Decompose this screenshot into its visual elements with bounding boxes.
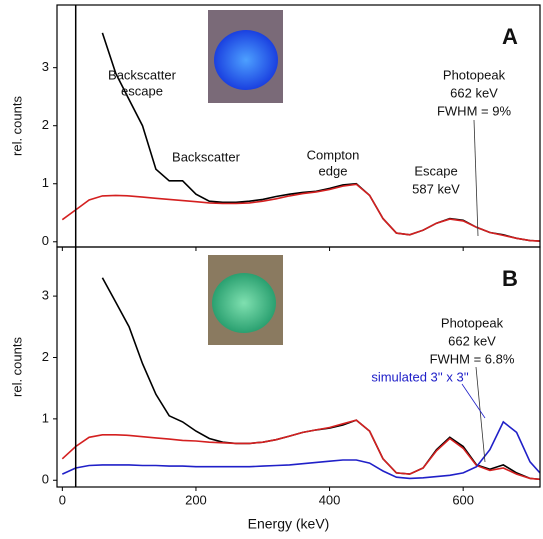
panel-label: A	[502, 24, 518, 49]
spectrum-line	[61, 183, 540, 242]
y-tick-label: 0	[42, 472, 49, 487]
y-tick-label: 2	[42, 117, 49, 132]
x-tick-label: 200	[185, 492, 207, 507]
annotation: simulated 3'' x 3''	[371, 369, 468, 384]
plot-frame	[56, 4, 541, 248]
annotation: Escape	[414, 163, 457, 178]
plot-frame	[56, 246, 541, 488]
annotation: 662 keV	[450, 85, 498, 100]
y-axis-label: rel. counts	[9, 337, 24, 397]
y-tick-label: 1	[42, 410, 49, 425]
plot	[61, 277, 540, 481]
spectrum-line	[61, 419, 540, 481]
annotation: escape	[121, 83, 163, 98]
leader-line	[475, 366, 486, 463]
spectrum-line	[61, 420, 540, 480]
x-axis-label: Energy (keV)	[248, 516, 330, 532]
plot	[61, 32, 540, 242]
annotation: Photopeak	[443, 67, 506, 82]
annotation: 662 keV	[448, 333, 496, 348]
annotation: Backscatter	[172, 149, 241, 164]
annotation: edge	[319, 163, 348, 178]
leader-line	[473, 119, 479, 237]
y-tick-label: 0	[42, 233, 49, 248]
inset-disk	[212, 273, 276, 333]
annotation: FWHM = 9%	[437, 103, 511, 118]
panel-label: B	[502, 266, 518, 291]
annotation: Backscatter	[108, 67, 177, 82]
annotation: 587 keV	[412, 181, 460, 196]
x-tick-label: 0	[59, 492, 66, 507]
leader-line	[461, 383, 486, 419]
y-tick-label: 1	[42, 175, 49, 190]
annotation: FWHM = 6.8%	[430, 351, 515, 366]
annotation: Photopeak	[441, 315, 504, 330]
y-tick-label: 3	[42, 288, 49, 303]
x-tick-label: 400	[319, 492, 341, 507]
x-tick-label: 600	[452, 492, 474, 507]
inset-disk	[214, 30, 278, 90]
y-axis-label: rel. counts	[9, 96, 24, 156]
annotation: Compton	[307, 147, 360, 162]
y-tick-label: 3	[42, 59, 49, 74]
y-tick-label: 2	[42, 349, 49, 364]
